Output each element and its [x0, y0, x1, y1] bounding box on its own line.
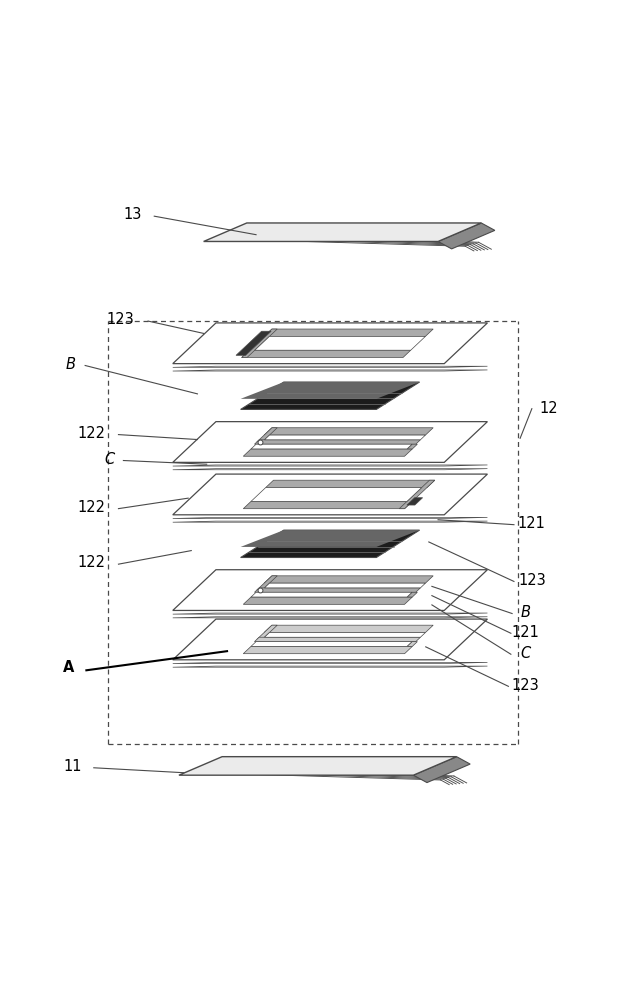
Text: 122: 122	[77, 500, 106, 515]
Polygon shape	[254, 637, 420, 642]
Polygon shape	[407, 444, 417, 449]
Polygon shape	[173, 619, 487, 660]
Polygon shape	[266, 480, 435, 488]
Text: 121: 121	[518, 516, 546, 531]
Polygon shape	[243, 449, 412, 456]
Text: C: C	[521, 646, 531, 661]
Polygon shape	[264, 428, 433, 435]
Polygon shape	[173, 323, 487, 364]
Polygon shape	[241, 530, 420, 547]
Text: A: A	[64, 660, 75, 675]
Polygon shape	[173, 662, 487, 664]
Polygon shape	[241, 382, 420, 399]
Polygon shape	[242, 350, 411, 358]
Polygon shape	[407, 642, 417, 646]
Polygon shape	[251, 592, 412, 597]
Polygon shape	[265, 633, 426, 637]
Polygon shape	[173, 370, 487, 371]
Polygon shape	[173, 570, 487, 610]
Polygon shape	[413, 757, 470, 783]
Polygon shape	[204, 223, 481, 241]
Polygon shape	[438, 223, 495, 249]
Polygon shape	[254, 440, 420, 444]
Polygon shape	[265, 435, 426, 440]
Polygon shape	[243, 646, 412, 654]
Text: 13: 13	[123, 207, 142, 222]
Polygon shape	[179, 757, 457, 775]
Polygon shape	[265, 583, 426, 588]
Polygon shape	[264, 329, 433, 336]
Polygon shape	[173, 422, 487, 462]
Polygon shape	[241, 382, 420, 409]
Polygon shape	[243, 597, 412, 604]
Text: B: B	[521, 605, 531, 620]
Polygon shape	[399, 480, 435, 509]
Polygon shape	[173, 617, 487, 618]
Polygon shape	[251, 488, 421, 501]
Text: 123: 123	[512, 678, 539, 693]
Polygon shape	[173, 613, 487, 614]
Polygon shape	[407, 498, 423, 505]
Polygon shape	[257, 428, 277, 442]
Polygon shape	[264, 576, 433, 583]
Text: C: C	[105, 452, 115, 467]
Polygon shape	[173, 474, 487, 515]
Polygon shape	[251, 642, 412, 646]
Polygon shape	[264, 625, 433, 633]
Polygon shape	[255, 336, 426, 350]
Polygon shape	[407, 592, 417, 597]
Polygon shape	[254, 588, 420, 592]
Text: 123: 123	[518, 573, 545, 588]
Polygon shape	[257, 576, 277, 590]
Polygon shape	[173, 366, 487, 367]
Text: B: B	[66, 357, 76, 372]
Polygon shape	[257, 625, 277, 639]
Text: 12: 12	[540, 401, 558, 416]
Polygon shape	[173, 517, 487, 519]
Text: 11: 11	[64, 759, 82, 774]
Polygon shape	[241, 530, 420, 558]
Polygon shape	[173, 469, 487, 470]
Polygon shape	[243, 501, 412, 509]
Polygon shape	[173, 666, 487, 667]
Polygon shape	[251, 444, 412, 449]
Polygon shape	[236, 331, 271, 355]
Text: 123: 123	[107, 312, 134, 327]
Polygon shape	[173, 465, 487, 466]
Text: 122: 122	[77, 426, 106, 441]
Text: 122: 122	[77, 555, 106, 570]
Polygon shape	[173, 521, 487, 522]
Text: 121: 121	[511, 625, 540, 640]
Polygon shape	[242, 329, 277, 358]
